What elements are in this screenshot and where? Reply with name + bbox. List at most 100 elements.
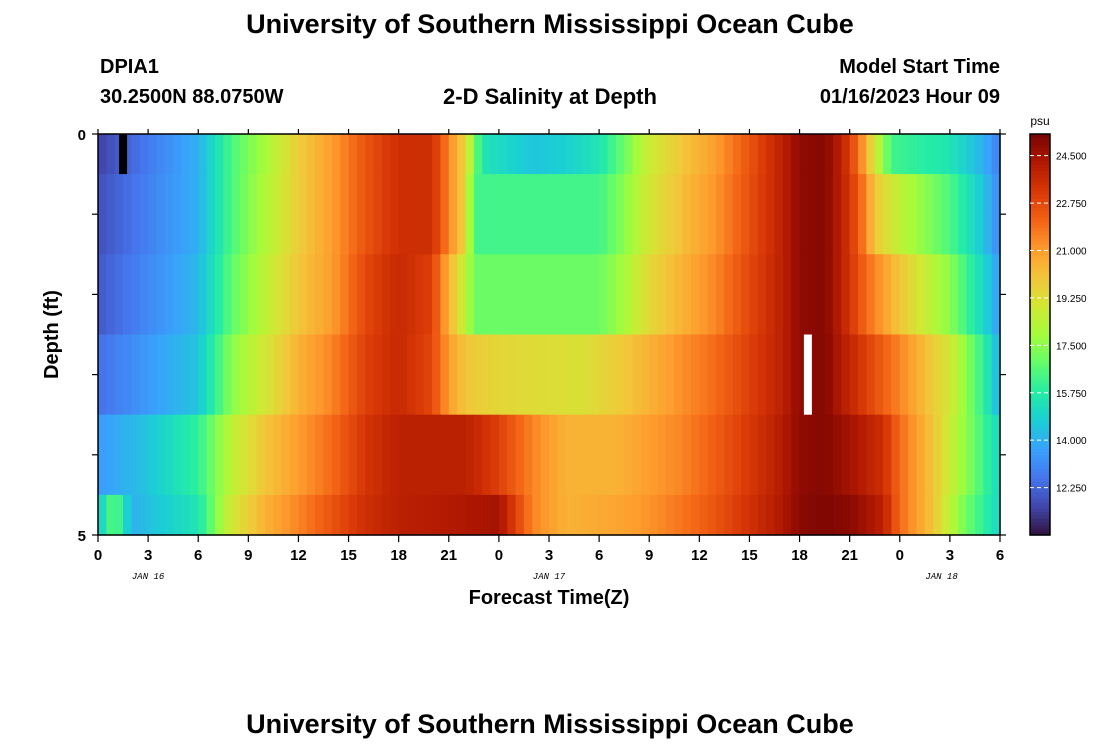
- heatmap-cell: [515, 174, 525, 255]
- heatmap-cell: [832, 494, 842, 536]
- heatmap-cell: [440, 494, 450, 536]
- heatmap-cell: [331, 134, 341, 175]
- colorbar-segment: [1030, 448, 1050, 453]
- heatmap-cell: [966, 174, 976, 255]
- heatmap-cell: [223, 334, 233, 416]
- heatmap-cell: [164, 414, 174, 496]
- heatmap-cell: [574, 254, 584, 336]
- colorbar-segment: [1030, 504, 1050, 509]
- heatmap-cell: [549, 494, 558, 536]
- x-tick-label: 21: [841, 547, 858, 564]
- heatmap-cell: [173, 174, 183, 255]
- heatmap-cell: [231, 494, 241, 536]
- heatmap-cell: [774, 134, 784, 175]
- heatmap-cell: [323, 134, 333, 175]
- x-axis-ticks: 0 3 6 9 12 15 18 21 0 3 6 9 12 15 18 21 0 3 6: [94, 129, 1004, 564]
- heatmap-cell: [164, 254, 174, 336]
- heatmap-cell: [849, 134, 859, 175]
- heatmap-cell: [507, 254, 517, 336]
- station-id: DPIA1: [100, 56, 159, 78]
- heatmap-cell: [615, 174, 625, 255]
- heatmap-cell: [657, 254, 667, 336]
- colorbar-segment: [1030, 357, 1050, 362]
- heatmap-cell: [540, 174, 550, 255]
- colorbar-segment: [1030, 394, 1050, 399]
- heatmap-cell: [941, 254, 951, 336]
- heatmap-cell: [657, 494, 667, 536]
- heatmap-cell: [816, 254, 826, 336]
- heatmap-cell: [131, 254, 141, 336]
- colorbar-segment: [1030, 371, 1050, 376]
- heatmap-cell: [966, 494, 976, 536]
- heatmap-cell: [123, 334, 133, 416]
- heatmap-cell: [465, 174, 475, 255]
- heatmap-cell: [607, 174, 617, 255]
- colorbar-tick-label: 17.500: [1056, 341, 1087, 352]
- heatmap-cell: [757, 174, 767, 255]
- heatmap-cell: [181, 334, 191, 416]
- heatmap-cell: [649, 254, 659, 336]
- heatmap-cell: [832, 334, 842, 416]
- heatmap-cell: [891, 334, 901, 416]
- heatmap-cell: [682, 254, 692, 336]
- heatmap-cell: [891, 134, 901, 175]
- heatmap-cell: [899, 254, 909, 336]
- heatmap-cell: [732, 174, 742, 255]
- heatmap-cell: [164, 134, 174, 175]
- heatmap-cell: [933, 334, 943, 416]
- colorbar-segment: [1030, 458, 1050, 463]
- heatmap-cell: [757, 334, 767, 416]
- heatmap-cell: [306, 134, 316, 175]
- heatmap-cell: [916, 334, 926, 416]
- heatmap-cell: [532, 334, 542, 416]
- heatmap-cell: [123, 174, 133, 255]
- heatmap-cell: [599, 174, 609, 255]
- heatmap-cell: [181, 494, 191, 536]
- heatmap-cell: [941, 134, 951, 175]
- heatmap-cell: [858, 134, 867, 175]
- heatmap-cell: [365, 494, 375, 536]
- heatmap-cell: [841, 254, 851, 336]
- heatmap-cell: [766, 414, 776, 496]
- heatmap-cell: [298, 334, 308, 416]
- colorbar-segment: [1030, 317, 1050, 322]
- colorbar-segment: [1030, 260, 1050, 265]
- colorbar-segment: [1030, 491, 1050, 496]
- heatmap-cell: [707, 334, 717, 416]
- heatmap-cell: [615, 334, 625, 416]
- heatmap-cell: [131, 494, 141, 536]
- heatmap-cell: [373, 494, 383, 536]
- heatmap-cell: [749, 134, 759, 175]
- heatmap-cell: [757, 254, 767, 336]
- colorbar-frame: [1029, 133, 1051, 536]
- heatmap-cell: [348, 254, 358, 336]
- heatmap-cell: [799, 174, 809, 255]
- heatmap-cell: [265, 414, 274, 496]
- heatmap-cell: [816, 134, 826, 175]
- heatmap-cell: [290, 174, 300, 255]
- heatmap-cell: [298, 134, 308, 175]
- heatmap-cell: [607, 254, 617, 336]
- heatmap-cell: [373, 174, 383, 255]
- heatmap-cell: [590, 414, 600, 496]
- heatmap-cell: [114, 334, 124, 416]
- heatmap-cell: [398, 494, 408, 536]
- heatmap-cell: [924, 254, 934, 336]
- heatmap-cell: [640, 414, 650, 496]
- heatmap-cell: [407, 134, 416, 175]
- heatmap-cell: [189, 334, 199, 416]
- heatmap-cell: [457, 494, 467, 536]
- heatmap-cell: [741, 334, 751, 416]
- heatmap-cell: [983, 494, 993, 536]
- heatmap-cell: [874, 134, 884, 175]
- heatmap-cell: [290, 414, 300, 496]
- heatmap-cell: [824, 254, 834, 336]
- heatmap-cell: [724, 414, 734, 496]
- heatmap-cell: [432, 134, 442, 175]
- model-start-label: Model Start Time: [839, 56, 1000, 78]
- heatmap-cell: [791, 414, 801, 496]
- heatmap-cell: [716, 174, 725, 255]
- heatmap-cell: [231, 174, 241, 255]
- colorbar-segment: [1030, 274, 1050, 279]
- colorbar-segment: [1030, 281, 1050, 285]
